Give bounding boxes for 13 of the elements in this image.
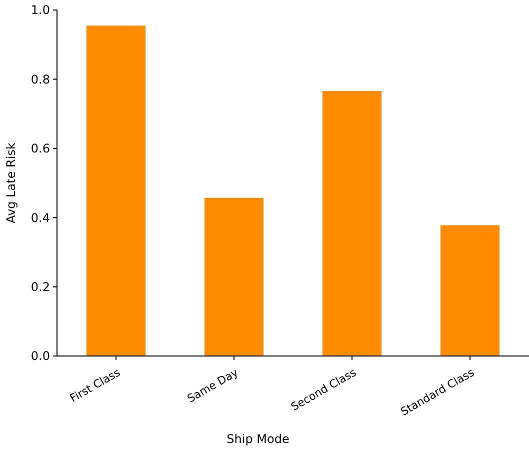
x-tick-label: First Class (68, 366, 123, 405)
y-tick-label: 0.4 (30, 210, 50, 225)
bar (322, 90, 382, 356)
bar (440, 225, 500, 356)
y-axis-title: Avg Late Risk (4, 142, 18, 224)
y-tick-label: 0.6 (30, 142, 50, 156)
bar (86, 26, 146, 356)
bar (204, 198, 264, 356)
y-tick-label: 0.8 (30, 72, 50, 86)
y-tick-label: 0.2 (30, 280, 50, 294)
x-axis-title: Ship Mode (226, 432, 290, 446)
y-tick-label: 0.0 (30, 349, 50, 364)
y-tick-label: 1.0 (30, 3, 50, 18)
